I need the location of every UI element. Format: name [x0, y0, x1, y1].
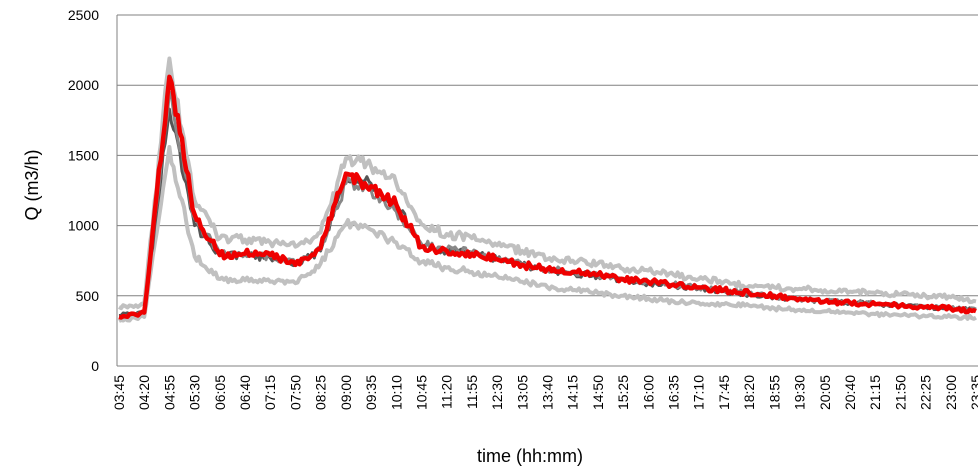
x-tick-label: 04:20	[136, 375, 152, 410]
x-tick-label: 10:10	[388, 375, 404, 410]
x-tick-label: 22:25	[918, 375, 934, 410]
x-tick-label: 04:55	[161, 375, 177, 410]
x-tick-label: 16:00	[640, 375, 656, 410]
x-tick-label: 07:15	[262, 375, 278, 410]
x-tick-label: 23:00	[943, 375, 959, 410]
x-tick-label: 14:50	[590, 375, 606, 410]
x-tick-label: 07:50	[287, 375, 303, 410]
y-tick-label: 1500	[68, 147, 99, 163]
y-tick-label: 500	[76, 288, 100, 304]
x-tick-label: 21:50	[892, 375, 908, 410]
y-tick-labels: 0 500 1000 1500 2000 2500	[68, 7, 99, 374]
x-tick-label: 05:30	[187, 375, 203, 410]
x-tick-label: 09:00	[338, 375, 354, 410]
x-tick-label: 12:30	[489, 375, 505, 410]
x-tick-label: 18:55	[766, 375, 782, 410]
x-tick-label: 23:35	[968, 375, 978, 410]
x-tick-label: 21:15	[867, 375, 883, 410]
y-tick-label: 0	[91, 358, 99, 374]
x-tick-label: 14:15	[565, 375, 581, 410]
x-tick-label: 08:25	[313, 375, 329, 410]
x-tick-label: 11:20	[439, 375, 455, 409]
x-tick-label: 20:05	[817, 375, 833, 410]
y-axis-title: Q (m3/h)	[22, 149, 42, 220]
x-tick-label: 17:45	[716, 375, 732, 410]
x-tick-label: 13:05	[514, 375, 530, 410]
x-tick-label: 18:20	[741, 375, 757, 410]
x-tick-label: 06:05	[212, 375, 228, 410]
series-line	[118, 74, 977, 320]
y-tick-label: 1000	[68, 218, 99, 234]
y-tick-label: 2500	[68, 7, 99, 23]
x-tick-label: 15:25	[615, 375, 631, 410]
x-tick-label: 09:35	[363, 375, 379, 410]
x-tick-label: 16:35	[666, 375, 682, 410]
x-tick-label: 20:40	[842, 375, 858, 410]
x-tick-label: 13:40	[540, 375, 556, 410]
x-tick-label: 11:55	[464, 375, 480, 409]
series-layer	[118, 56, 977, 323]
series-line	[118, 56, 977, 311]
x-axis-title: time (hh:mm)	[477, 446, 583, 466]
series-line	[118, 145, 977, 323]
x-tick-label: 06:40	[237, 375, 253, 410]
x-tick-label: 03:45	[111, 375, 127, 410]
x-tick-label: 19:30	[792, 375, 808, 410]
x-tick-labels: 03:45 04:20 04:55 05:30 06:05 06:40 07:15 07:50…	[111, 375, 978, 410]
series-line	[118, 90, 977, 319]
gridlines	[116, 14, 978, 367]
y-tick-label: 2000	[68, 77, 99, 93]
x-tick-label: 10:45	[413, 375, 429, 410]
x-tick-label: 17:10	[691, 375, 707, 410]
